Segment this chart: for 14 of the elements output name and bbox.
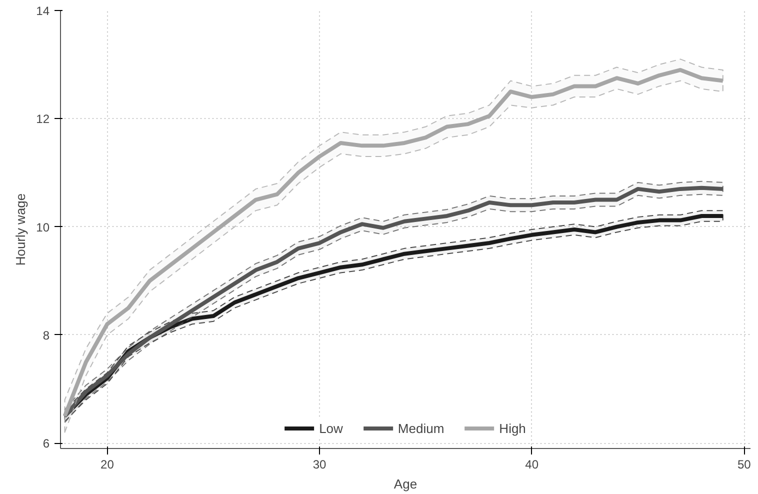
y-tick-label: 12 [36,112,50,126]
x-tick-label: 40 [525,458,539,472]
legend-label: Low [319,420,343,436]
y-tick-label: 8 [42,328,50,342]
x-tick-label: 20 [100,458,114,472]
legend-label: High [499,420,526,436]
y-axis-title: Hourly wage [13,193,28,266]
legend-label: Medium [398,420,444,436]
y-tick-label: 6 [42,436,50,451]
y-tick-label: 14 [36,4,50,18]
y-tick-label: 10 [36,220,50,234]
x-tick-label: 30 [312,458,327,472]
x-tick-label: 50 [737,458,752,472]
x-axis-title: Age [394,476,418,492]
